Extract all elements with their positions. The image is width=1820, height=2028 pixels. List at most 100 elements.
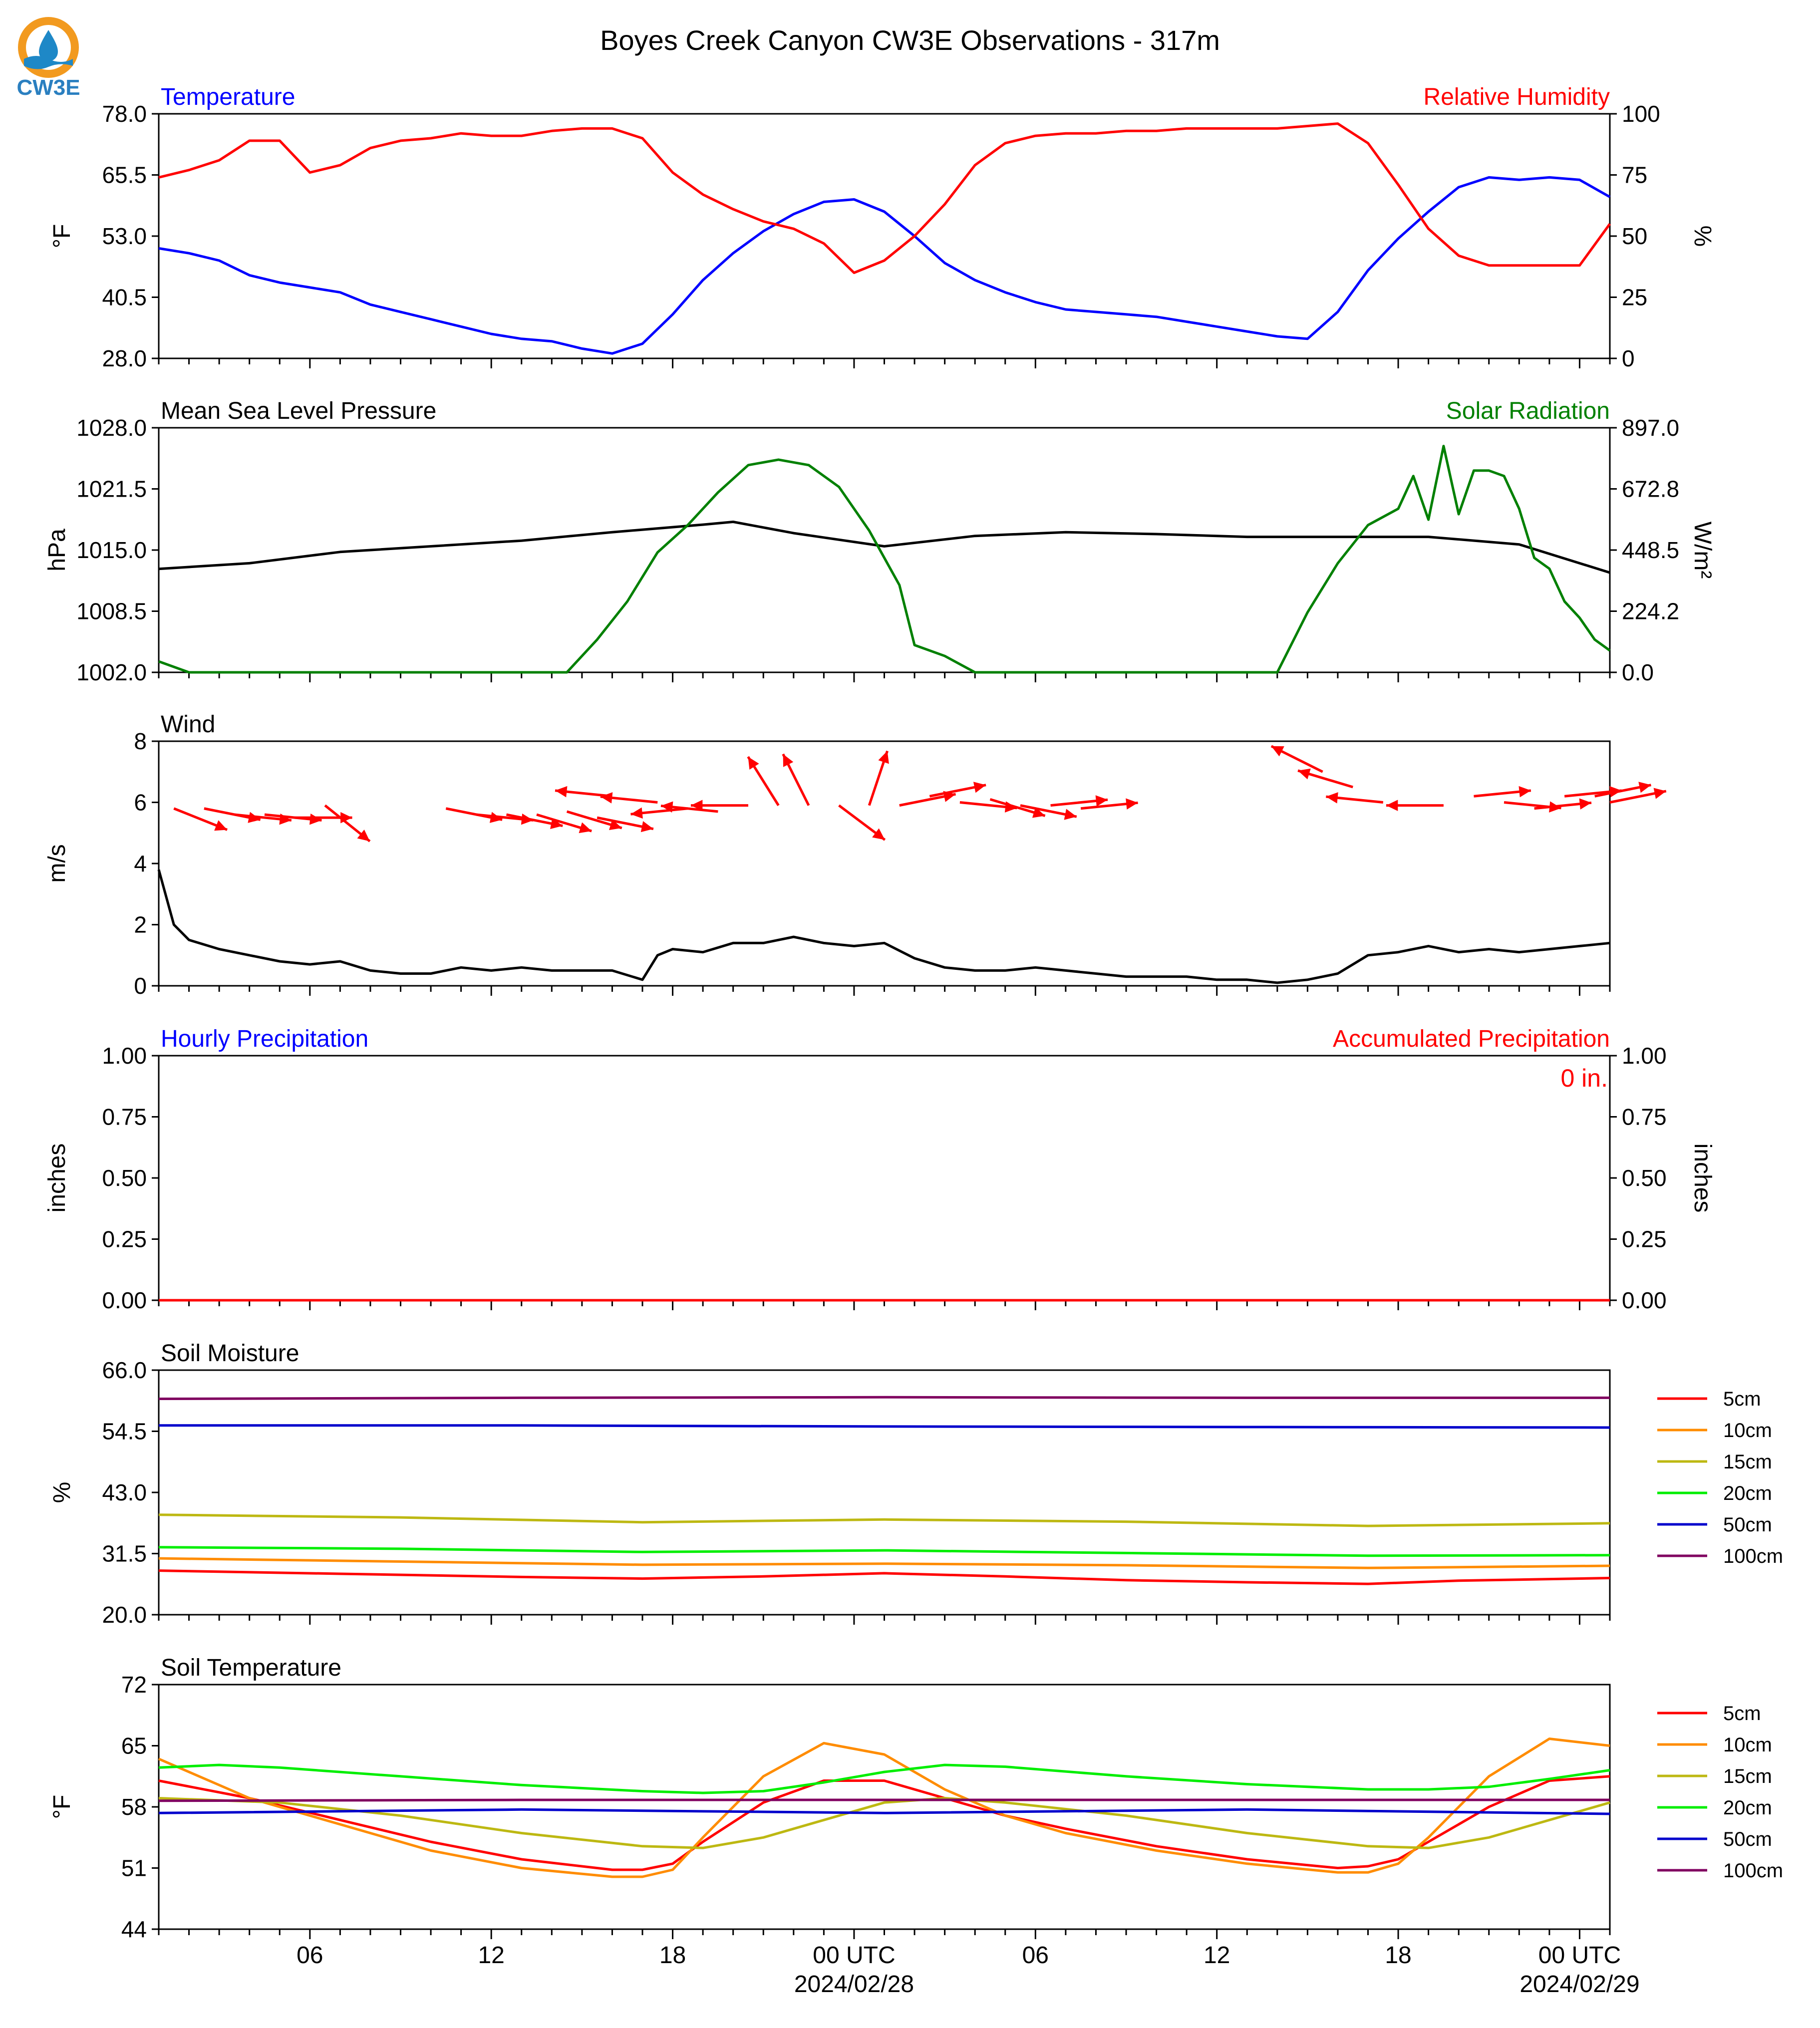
wind-arrow-head (872, 828, 885, 840)
y-axis-label-left: % (49, 1482, 75, 1503)
y-tick-label-left: 0.00 (102, 1287, 147, 1313)
wind-direction-arrows (173, 745, 1667, 843)
series-line-20cm (158, 1546, 1610, 1557)
wind-arrow (782, 753, 810, 806)
y-axis-label-right: % (1689, 226, 1716, 247)
y-tick-label-left: 1028.0 (76, 415, 147, 441)
panel-mslp_solar: Mean Sea Level Pressure Solar Radiation 10… (44, 398, 1716, 685)
wind-arrow-head (660, 801, 673, 813)
wind-arrow-head (878, 751, 889, 764)
y-axis-label-left: inches (44, 1144, 70, 1213)
series-line-temperature (158, 176, 1611, 355)
wind-arrow-head (1653, 788, 1666, 799)
x-tick-label: 00 UTC (813, 1942, 895, 1969)
wind-arrow (1609, 788, 1667, 804)
x-tick-label: 12 (478, 1942, 504, 1969)
y-tick-label-left: 1015.0 (76, 537, 147, 563)
x-tick-label: 00 UTC (1538, 1942, 1621, 1969)
y-tick-label-right: 224.2 (1622, 598, 1679, 624)
wind-arrow (264, 813, 322, 825)
series-line-solar-radiation (158, 445, 1611, 674)
y-tick-label-left: 0 (134, 973, 147, 999)
wind-arrow-head (609, 819, 622, 831)
wind-arrow-head (1326, 792, 1338, 804)
y-tick-label-right: 0.0 (1622, 659, 1654, 685)
y-tick-label-right: 0 (1622, 345, 1635, 371)
panel-soil_moisture: Soil Moisture 20.0 31.5 43.0 54.5 66.0% 5cm 10c… (49, 1340, 1783, 1628)
logo-wave (24, 56, 73, 69)
panel-temp_rh: Temperature Relative Humidity 28.0 40.5 53.0… (49, 84, 1716, 371)
wind-arrow (929, 782, 986, 798)
legend-label: 20cm (1723, 1797, 1772, 1819)
panel-title-right: Accumulated Precipitation (1333, 1026, 1610, 1052)
legend-label: 15cm (1723, 1451, 1772, 1473)
wind-arrow-head (1579, 798, 1592, 810)
wind-arrow (1474, 786, 1531, 798)
y-tick-label-right: 1.00 (1622, 1043, 1667, 1069)
series-line-wind-speed (157, 869, 1610, 984)
legend-label: 5cm (1723, 1388, 1761, 1410)
legend-label: 20cm (1723, 1482, 1772, 1504)
x-tick-label: 06 (1022, 1942, 1049, 1969)
panel-title-right: Solar Radiation (1446, 398, 1610, 424)
panel-title-right: Relative Humidity (1424, 84, 1610, 110)
wind-arrow (1020, 804, 1077, 820)
y-tick-label-left: 0.25 (102, 1226, 147, 1252)
wind-arrow-head (1298, 768, 1311, 780)
panels: Temperature Relative Humidity 28.0 40.5 53.0… (44, 84, 1783, 1942)
series-line-mean-sea-level-pressure (158, 521, 1610, 574)
wind-arrow-head (1032, 807, 1045, 818)
y-tick-label-left: 4 (134, 851, 147, 876)
accumulated-total-label: 0 in. (1560, 1064, 1608, 1092)
wind-arrow-head (1271, 746, 1284, 757)
legend-label: 10cm (1723, 1420, 1772, 1442)
panel-soil_temp: Soil Temperature 44 51 58 65 72 °F 5cm 10cm 15cm 2… (49, 1655, 1783, 1942)
y-tick-label-left: 31.5 (102, 1541, 147, 1567)
x-date-label: 2024/02/29 (1519, 1971, 1639, 1998)
series-line-50cm (158, 1808, 1610, 1815)
series-line-20cm (158, 1763, 1610, 1794)
y-tick-label-left: 43.0 (102, 1479, 147, 1505)
y-tick-label-right: 75 (1622, 162, 1647, 188)
legend: 5cm 10cm 15cm 20cm 50cm 100cm (1657, 1703, 1783, 1882)
series-line-100cm (158, 1396, 1610, 1400)
series-line-10cm (158, 1557, 1610, 1569)
y-tick-label-left: 65.5 (102, 162, 147, 188)
wind-arrow (600, 792, 658, 804)
y-tick-label-left: 28.0 (102, 345, 147, 371)
y-axis-label-left: m/s (44, 844, 70, 882)
wind-arrow-head (640, 821, 653, 833)
y-axis-label-left: hPa (44, 529, 70, 572)
wind-arrow-head (1095, 795, 1108, 807)
legend: 5cm 10cm 15cm 20cm 50cm 100cm (1657, 1388, 1783, 1567)
wind-arrow-head (357, 830, 370, 842)
series-line-100cm (158, 1798, 1610, 1802)
figure-title: Boyes Creek Canyon CW3E Observations - 3… (600, 24, 1220, 56)
x-date-label: 2024/02/28 (794, 1971, 914, 1998)
legend-label: 5cm (1723, 1703, 1761, 1725)
wind-arrow-head (600, 792, 613, 804)
y-tick-label-right: 0.25 (1622, 1226, 1667, 1252)
y-tick-label-right: 25 (1622, 285, 1647, 310)
wind-arrow-head (748, 757, 759, 770)
y-tick-label-right: 0.75 (1622, 1104, 1667, 1130)
wind-arrow (1386, 800, 1444, 811)
wind-arrow (690, 800, 748, 811)
y-tick-label-left: 66.0 (102, 1357, 147, 1383)
wind-arrow (747, 756, 780, 806)
series-line-5cm (158, 1775, 1610, 1871)
wind-arrow-head (214, 820, 228, 831)
panel-title-left: Wind (161, 711, 215, 738)
wind-arrow (630, 807, 688, 819)
y-tick-label-left: 8 (134, 728, 147, 754)
y-tick-label-left: 58 (121, 1794, 147, 1820)
y-axis-label-left: °F (49, 1795, 75, 1819)
panel-wind: Wind 0 2 4 6 8 m/s (44, 711, 1667, 999)
wind-arrow (1534, 798, 1592, 810)
panel-precip: Hourly Precipitation Accumulated Precipit… (44, 1026, 1716, 1313)
wind-arrow (1594, 782, 1651, 798)
y-tick-label-left: 44 (121, 1916, 147, 1942)
wind-arrow (1080, 798, 1138, 810)
